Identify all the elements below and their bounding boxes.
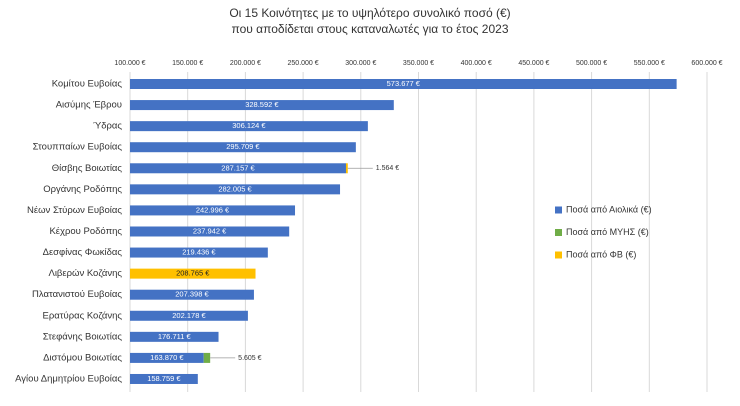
y-tick-label: Λιβερών Κοζάνης [48,268,122,279]
x-tick-label: 150.000 € [172,60,203,67]
bar-segment [130,289,254,300]
data-label: 207.398 € [175,290,209,299]
x-tick-label: 300.000 € [345,60,376,67]
y-tick-label: Πλατανιστού Ευβοίας [32,289,122,300]
y-tick-label: Κέχρου Ροδόπης [49,226,122,237]
y-tick-label: Δεσφίνας Φωκίδας [43,247,123,258]
data-label: 176.711 € [158,332,192,341]
data-label: 208.765 € [176,269,210,278]
x-tick-label: 450.000 € [518,60,549,67]
y-tick-label: Στεφάνης Βοιωτίας [43,331,123,342]
bar-segment [203,352,211,363]
data-label: 202.178 € [172,311,206,320]
x-tick-label: 400.000 € [461,60,492,67]
x-tick-label: 600.000 € [691,60,722,67]
bar-segment [130,331,219,342]
legend-label: Ποσά από ΜΥΗΣ (€) [566,227,649,237]
x-tick-label: 350.000 € [403,60,434,67]
y-tick-label: Στουππαίων Ευβοίας [33,142,123,153]
data-label: 295.709 € [226,142,260,151]
bar-segment [130,79,677,89]
chart-title: που αποδίδεται στους καταναλωτές για το … [232,22,509,36]
y-tick-label: Αγίου Δημητρίου Ευβοίας [15,373,122,384]
data-label: 287.157 € [221,163,255,172]
bar-segment [130,100,394,111]
legend-label: Ποσά από ΦΒ (€) [566,249,636,259]
legend-swatch [555,229,562,236]
y-tick-label: Αισύμης Έβρου [56,100,122,111]
y-tick-label: Ερατύρας Κοζάνης [43,310,123,321]
bar-segment [345,163,348,174]
legend-swatch [555,206,562,214]
bar-segment [130,226,290,237]
bar-segment [130,163,346,174]
data-label: 573.677 € [387,79,421,88]
bar-segment [130,184,341,195]
bar-segment [130,247,268,258]
x-tick-label: 200.000 € [230,60,261,67]
data-label: 219.436 € [182,248,216,257]
x-tick-label: 500.000 € [576,60,607,67]
data-label: 328.592 € [245,100,279,109]
data-label: 306.124 € [232,121,266,130]
bar-segment [130,352,204,363]
bar-segment [130,373,198,384]
y-tick-label: Διστόμου Βοιωτίας [43,352,122,363]
y-tick-label: Νέων Στύρων Ευβοίας [27,205,122,216]
bar-segment [130,205,296,216]
y-tick-label: Κομίτου Ευβοίας [52,79,123,90]
y-tick-label: Θίσβης Βοιωτίας [52,163,123,174]
y-tick-label: Οργάνης Ροδόπης [43,184,122,195]
x-tick-label: 100.000 € [114,60,145,67]
bar-segment [130,121,368,132]
data-label: 1.564 € [376,165,399,172]
bar-segment [130,268,256,279]
data-label: 237.942 € [193,226,227,235]
x-tick-label: 550.000 € [634,60,665,67]
x-tick-label: 250.000 € [288,60,319,67]
chart-title: Οι 15 Κοινότητες με το υψηλότερο συνολικ… [229,6,510,20]
bar-segment [130,310,248,321]
data-label: 163.870 € [150,353,184,362]
data-label: 5.605 € [238,355,261,362]
bar-segment [130,142,356,153]
data-label: 242.996 € [196,205,230,214]
legend-label: Ποσά από Αιολικά (€) [566,204,652,214]
data-label: 158.759 € [147,374,181,383]
legend-swatch [555,251,562,259]
y-tick-label: Ύδρας [93,121,122,132]
data-label: 282.005 € [218,184,252,193]
